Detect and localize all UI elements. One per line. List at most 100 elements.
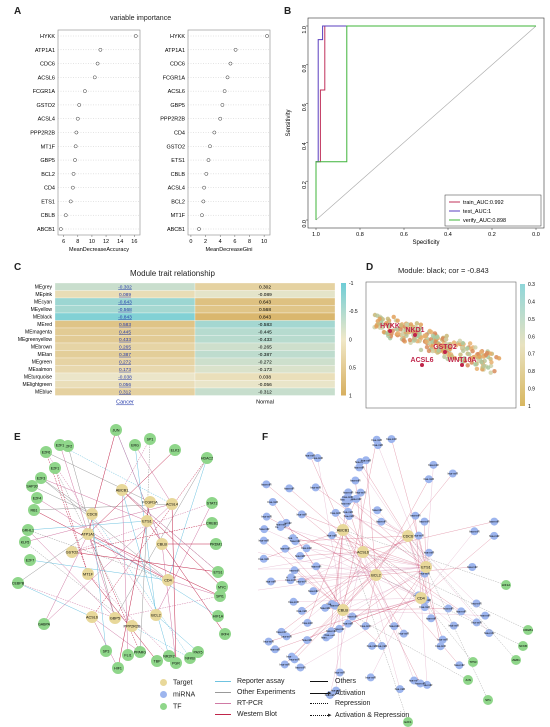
mirna-label: hsa-miR <box>376 520 386 524</box>
highlight-label: WNT10A <box>448 357 477 364</box>
a-left-point <box>75 116 80 121</box>
scatter-point <box>474 366 480 372</box>
a-right-point <box>225 75 230 80</box>
tf-edge <box>24 541 133 627</box>
mirna-label: hsa-miR <box>320 606 330 610</box>
mirna-node <box>387 435 396 444</box>
a-left-gene-label: ATP1A1 <box>35 48 55 54</box>
mirna-node <box>266 577 275 586</box>
a-right-tick-label: 0 <box>189 239 192 245</box>
f-tf-node <box>463 675 473 685</box>
scatter-point <box>383 321 389 326</box>
legend-edge-style: ▸ Activation <box>310 689 365 697</box>
a-left-gene-label: ACSL4 <box>38 117 55 123</box>
tf-edge <box>117 501 151 669</box>
scatter-scale-label: 1 <box>528 404 531 410</box>
roc-y-tick-label: 1.0 <box>302 26 308 34</box>
a-left-point <box>73 144 78 149</box>
tf-edge <box>91 616 141 653</box>
tf-edge <box>43 533 89 625</box>
mirna-label: hsa-miR <box>372 508 382 512</box>
a-right-point <box>220 103 225 107</box>
legend-node-swatch <box>160 703 167 710</box>
tf-edge <box>59 444 173 505</box>
scatter-point <box>485 365 491 370</box>
tf-label: SPI1 <box>216 595 224 599</box>
tf-edge <box>121 489 223 588</box>
tf-node <box>212 610 224 622</box>
mirna-node <box>348 612 357 621</box>
mirna-edge <box>301 514 344 531</box>
tf-label: E2F4 <box>33 497 42 501</box>
tf-edge <box>45 451 151 503</box>
mirna-node <box>436 642 445 651</box>
scatter-point <box>436 342 441 347</box>
scatter-scale-label: 0.8 <box>528 369 535 375</box>
mirna-label: hsa-miR <box>290 539 300 543</box>
mirna-node <box>335 668 344 677</box>
mirna-node <box>470 527 479 536</box>
module-label: MEsalmon <box>28 367 52 373</box>
tf-node <box>49 462 61 474</box>
a-left-xlabel: MeanDecreaseAccuracy <box>69 247 129 253</box>
a-right-gene-label: ACSL6 <box>168 89 185 95</box>
mirna-node <box>368 641 377 650</box>
mirna-label: hsa-miR <box>489 534 499 538</box>
mirna-node <box>352 494 361 503</box>
scatter-point <box>418 347 424 353</box>
mirna-edge <box>281 535 409 632</box>
column-cancer: Cancer <box>116 400 134 406</box>
normal-value: 0.302 <box>259 284 271 290</box>
mirna-edge <box>362 551 401 690</box>
a-left-tick-label: 10 <box>89 239 95 245</box>
a-left-point <box>63 213 68 218</box>
hub-node <box>402 530 414 542</box>
a-right-point <box>212 130 217 135</box>
scatter-point <box>381 329 387 335</box>
scatter-point <box>492 368 497 374</box>
tf-label: MYC <box>218 586 226 590</box>
a-right-tick-label: 2 <box>204 239 207 245</box>
target-label: CBLB <box>157 543 167 547</box>
mirna-node <box>377 641 386 650</box>
mirna-label: hsa-miR <box>361 458 371 462</box>
hub-label: ACSL6 <box>357 550 369 554</box>
scatter-point <box>407 337 413 343</box>
mirna-node <box>423 680 432 689</box>
module-label: MEgrey <box>35 284 53 290</box>
mirna-node <box>490 517 499 526</box>
mirna-edge <box>309 455 344 531</box>
target-node <box>156 538 168 550</box>
mirna-node <box>448 469 457 478</box>
roc-y-tick-label: 0.6 <box>302 104 308 112</box>
f-tf-label: SP1 <box>485 698 491 702</box>
scatter-point <box>398 323 404 328</box>
mirna-edge <box>331 574 377 605</box>
panel-f-letter: F <box>262 432 269 443</box>
mirna-edge <box>280 526 427 568</box>
scatter-point <box>427 328 433 334</box>
scatter-scale-label: 0.6 <box>528 334 535 340</box>
mirna-label: hsa-miR <box>326 629 336 633</box>
mirna-label: hsa-miR <box>261 515 271 519</box>
tf-edge <box>115 429 163 545</box>
a-left-point <box>73 158 77 162</box>
a-right-point <box>228 61 233 66</box>
legend-style-swatch <box>310 692 328 694</box>
roc-chart: 1.0 0.8 0.6 0.4 0.2 0.0 0.0 0.2 0.4 0.6 0.8 1.0 Spec… <box>286 17 545 246</box>
mirna-label: hsa-miR <box>302 638 312 642</box>
tf-node <box>206 497 218 509</box>
legend-edge-style: ▸ Activation & Repression <box>310 711 409 719</box>
target-label: ABCB1 <box>116 489 128 493</box>
normal-value: 0.643 <box>259 299 271 305</box>
tf-mirna-edge <box>342 529 507 586</box>
tf-label: SP1 <box>147 438 154 442</box>
mirna-node <box>321 603 330 612</box>
mirna-node <box>313 454 322 463</box>
scatter-point <box>413 325 419 330</box>
mirna-node <box>351 476 360 485</box>
scatter-point <box>377 325 383 330</box>
mirna-edge <box>420 597 428 685</box>
mirna-label: hsa-miR <box>377 644 387 648</box>
mirna-node <box>420 517 429 526</box>
